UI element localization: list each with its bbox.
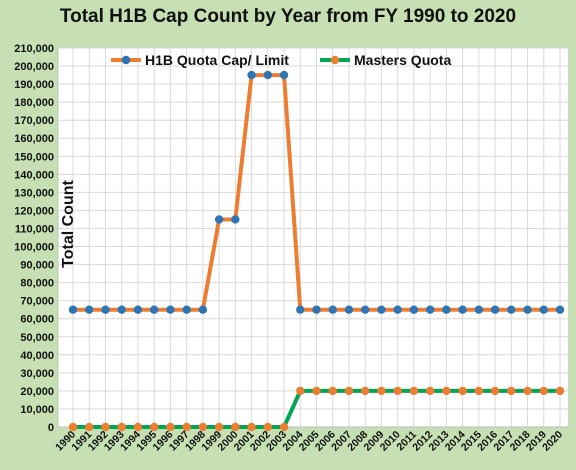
data-point-series-1: [361, 386, 370, 396]
data-point-series-0: [361, 305, 370, 314]
data-point-series-1: [328, 386, 337, 396]
y-tick-label: 90,000: [20, 260, 54, 272]
data-point-series-1: [474, 386, 484, 396]
data-point-series-1: [523, 386, 532, 396]
y-tick-label: 110,000: [15, 223, 54, 235]
y-tick-label: 10,000: [20, 404, 54, 416]
y-tick-label: 70,000: [20, 296, 54, 308]
data-point-series-0: [85, 305, 94, 314]
data-point-series-1: [214, 422, 224, 432]
data-point-series-0: [182, 305, 191, 314]
data-point-series-1: [442, 386, 451, 396]
y-tick-label: 170,000: [14, 115, 54, 127]
data-point-series-0: [328, 305, 337, 314]
data-point-series-0: [198, 305, 208, 314]
data-point-series-0: [263, 70, 272, 80]
y-tick-label: 80,000: [20, 278, 54, 290]
legend-marker-1: [330, 55, 340, 65]
data-point-series-1: [425, 386, 435, 396]
plot-area: [58, 48, 568, 427]
data-point-series-0: [539, 305, 548, 314]
data-point-series-0: [425, 305, 435, 314]
legend-marker-0: [121, 55, 131, 65]
y-tick-label: 190,000: [14, 79, 54, 91]
data-point-series-1: [507, 386, 516, 396]
data-point-series-1: [377, 386, 386, 396]
data-point-series-0: [68, 305, 78, 314]
data-point-series-1: [490, 386, 500, 396]
data-point-series-0: [296, 305, 305, 314]
data-point-series-1: [296, 386, 305, 396]
data-point-series-1: [182, 422, 191, 432]
data-point-series-1: [117, 422, 126, 432]
data-point-series-0: [133, 305, 143, 314]
data-point-series-0: [523, 305, 532, 314]
data-point-series-1: [198, 422, 208, 432]
y-tick-label: 140,000: [14, 169, 54, 181]
data-point-series-0: [231, 215, 240, 224]
data-point-series-0: [377, 305, 386, 314]
y-tick-label: 200,000: [14, 61, 54, 73]
data-point-series-1: [231, 422, 240, 432]
data-point-series-0: [344, 305, 354, 314]
data-point-series-0: [312, 305, 321, 314]
chart-title: Total H1B Cap Count by Year from FY 1990…: [59, 6, 517, 27]
y-tick-label: 130,000: [14, 187, 54, 199]
data-point-series-1: [539, 386, 548, 396]
data-point-series-0: [117, 305, 126, 314]
data-point-series-0: [166, 305, 175, 314]
y-tick-label: 40,000: [20, 350, 54, 362]
y-tick-label: 0: [48, 422, 54, 434]
data-point-series-1: [68, 422, 78, 432]
data-point-series-0: [149, 305, 159, 314]
data-point-series-1: [101, 422, 110, 432]
y-tick-label: 150,000: [14, 151, 54, 163]
data-point-series-0: [442, 305, 451, 314]
data-point-series-1: [344, 386, 354, 396]
data-point-series-0: [409, 305, 419, 314]
data-point-series-1: [458, 386, 467, 396]
data-point-series-1: [409, 386, 419, 396]
data-point-series-1: [166, 422, 175, 432]
data-point-series-0: [474, 305, 484, 314]
y-tick-label: 30,000: [20, 368, 54, 380]
data-point-series-1: [279, 422, 289, 432]
data-point-series-0: [507, 305, 516, 314]
data-point-series-0: [490, 305, 500, 314]
data-point-series-1: [247, 422, 256, 432]
data-point-series-1: [263, 422, 272, 432]
y-axis-title: Total Count: [60, 179, 77, 267]
legend-label-1: Masters Quota: [354, 52, 451, 68]
data-point-series-1: [312, 386, 321, 396]
y-tick-label: 50,000: [20, 332, 54, 344]
data-point-series-1: [149, 422, 159, 432]
data-point-series-0: [555, 305, 565, 314]
data-point-series-0: [458, 305, 467, 314]
y-tick-label: 100,000: [14, 242, 54, 254]
data-point-series-1: [555, 386, 565, 396]
data-point-series-0: [214, 215, 224, 224]
data-point-series-0: [393, 305, 402, 314]
data-point-series-0: [279, 70, 289, 80]
data-point-series-1: [133, 422, 143, 432]
data-point-series-1: [393, 386, 402, 396]
y-tick-label: 160,000: [14, 133, 54, 145]
data-point-series-0: [247, 70, 256, 80]
data-point-series-1: [85, 422, 94, 432]
y-tick-label: 120,000: [14, 205, 54, 217]
y-tick-label: 60,000: [20, 314, 54, 326]
legend-label-0: H1B Quota Cap/ Limit: [145, 52, 289, 68]
data-point-series-0: [101, 305, 110, 314]
y-tick-label: 210,000: [14, 43, 54, 55]
y-tick-label: 180,000: [14, 97, 54, 109]
y-tick-label: 20,000: [20, 386, 54, 398]
